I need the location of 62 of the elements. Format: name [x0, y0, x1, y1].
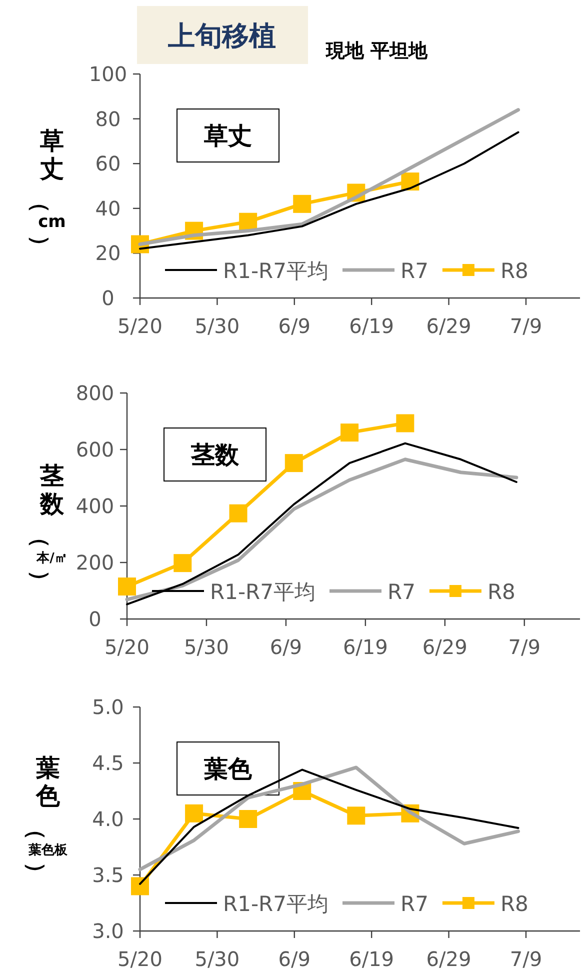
x-tick-label: 6/19: [349, 314, 394, 338]
y-tick-label: 4.0: [92, 807, 124, 831]
x-tick-label: 5/20: [104, 635, 150, 659]
x-tick-label: 7/9: [510, 314, 542, 338]
point: [396, 414, 414, 432]
x-tick-label: 5/20: [118, 314, 162, 338]
y-tick-label: 5.0: [92, 695, 124, 719]
legend-label: R7: [400, 259, 428, 283]
legend-label: R1-R7平均: [223, 892, 328, 916]
legend-label: R8: [500, 259, 528, 283]
point: [174, 554, 192, 572]
chart-subtitle: 現地 平坦地: [325, 40, 429, 62]
point: [118, 578, 136, 596]
y-tick-label: 20: [95, 241, 121, 266]
x-tick-label: 5/20: [118, 947, 162, 971]
legend-label: R8: [500, 892, 528, 916]
annotation: 茎数: [190, 441, 240, 469]
point: [340, 424, 359, 442]
y-tick-label: 40: [95, 196, 121, 220]
y-tick-label: 200: [76, 550, 114, 574]
y-tick-label: 80: [95, 106, 121, 131]
x-tick-label: 5/30: [194, 314, 240, 338]
y-axis-title: 草丈（cm）: [27, 127, 66, 257]
x-tick-label: 6/29: [426, 314, 472, 338]
point: [347, 806, 366, 825]
y-tick-label: 0: [88, 607, 102, 631]
legend-label: R1-R7平均: [210, 580, 316, 604]
point: [131, 877, 149, 896]
x-tick-label: 6/29: [422, 635, 468, 659]
point: [284, 454, 303, 472]
legend-label: R8: [487, 580, 516, 604]
point: [293, 194, 312, 213]
point: [229, 504, 248, 522]
y-tick-label: 400: [76, 494, 114, 518]
x-tick-label: 5/30: [194, 947, 240, 971]
y-tick-label: 3.0: [92, 919, 124, 943]
x-tick-label: 6/9: [270, 635, 302, 659]
point: [185, 804, 204, 822]
legend-label: R7: [400, 892, 428, 916]
x-tick-label: 7/9: [508, 635, 540, 659]
x-tick-label: 5/30: [184, 635, 229, 659]
annotation: 草丈: [203, 122, 252, 150]
y-tick-label: 4.5: [92, 751, 124, 775]
y-tick-label: 60: [95, 152, 121, 176]
y-tick-label: 600: [76, 438, 114, 462]
y-tick-label: 800: [76, 381, 114, 405]
y-axis-title: 葉色（葉色板）: [23, 754, 68, 884]
y-tick-label: 100: [88, 62, 128, 86]
x-tick-label: 7/9: [510, 947, 542, 971]
x-tick-label: 6/9: [278, 947, 310, 971]
y-tick-label: 0: [102, 286, 114, 310]
y-axis-title: 茎数（本/㎡）: [27, 462, 68, 592]
annotation: 葉色: [203, 755, 253, 783]
chart-title: 上旬移植: [167, 21, 276, 52]
legend-label: R1-R7平均: [223, 259, 328, 283]
x-tick-label: 6/19: [349, 947, 394, 971]
x-tick-label: 6/29: [426, 947, 472, 971]
y-tick-label: 3.5: [92, 863, 124, 887]
x-tick-label: 6/19: [342, 635, 388, 659]
legend-label: R7: [387, 580, 416, 604]
x-tick-label: 6/9: [278, 314, 310, 338]
point: [239, 810, 258, 828]
